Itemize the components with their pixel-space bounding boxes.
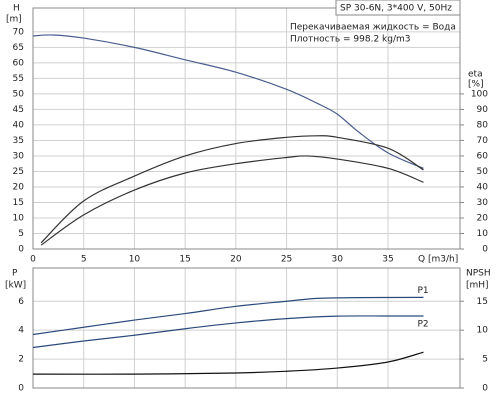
x-tick-label: 30 [332, 255, 344, 265]
y2-tick-label: 30 [477, 198, 489, 208]
x-tick-label: 20 [230, 255, 242, 265]
y-tick-label: 20 [13, 182, 25, 192]
x-unit: [m3/h] [428, 255, 458, 265]
y-tick-label: 65 [13, 43, 24, 53]
y-tick-label: 0 [18, 245, 24, 255]
y-tick-label: 2 [18, 355, 24, 365]
y-tick-label: 40 [13, 120, 25, 130]
y-tick-label: 0 [18, 384, 24, 394]
y2-tick-label: 40 [477, 182, 489, 192]
plot-frame [32, 267, 461, 389]
x-tick-label: 10 [129, 255, 141, 265]
curve [32, 34, 424, 169]
x-tick-label: 0 [30, 255, 36, 265]
x-label: Q [418, 255, 425, 265]
x-tick-label: 35 [382, 255, 393, 265]
y-tick-label: 50 [13, 89, 25, 99]
series-label: P1 [417, 286, 428, 296]
plot-frame [32, 7, 461, 250]
note: Перекачиваемая жидкость = Вода [290, 23, 456, 33]
y2-tick-label: 10 [477, 326, 489, 336]
y-tick-label: 25 [13, 167, 24, 177]
y-tick-label: 35 [13, 136, 24, 146]
title-box [335, 0, 461, 16]
y2-tick-label: 0 [482, 245, 488, 255]
y2-tick-label: 20 [477, 213, 489, 223]
y2-tick-label: 60 [477, 151, 489, 161]
y-tick-label: 4 [18, 326, 24, 336]
curve [32, 351, 424, 375]
curve [40, 155, 424, 246]
y-unit: [m] [6, 15, 22, 25]
y2-tick-label: 5 [482, 355, 488, 365]
y2-tick-label: 70 [477, 136, 489, 146]
y2-tick-label: 80 [477, 120, 489, 130]
y-label: H [13, 4, 20, 14]
x-tick-label: 25 [281, 255, 292, 265]
curve [40, 135, 424, 244]
y2-unit: [mH] [466, 281, 489, 291]
y2-tick-label: 50 [477, 167, 489, 177]
y2-tick-label: 100 [471, 89, 488, 99]
curve [32, 315, 424, 349]
y-tick-label: 6 [18, 297, 24, 307]
x-tick-label: 5 [81, 255, 87, 265]
y-tick-label: 55 [13, 74, 24, 84]
y2-tick-label: 0 [482, 384, 488, 394]
y2-label: eta [468, 70, 483, 80]
y-tick-label: 60 [13, 58, 25, 68]
y2-tick-label: 90 [477, 105, 489, 115]
y-tick-label: 70 [13, 27, 25, 37]
y-tick-label: 5 [18, 229, 24, 239]
y-tick-label: 10 [13, 213, 25, 223]
y2-unit: [%] [468, 80, 484, 90]
y2-tick-label: 15 [477, 297, 488, 307]
y-tick-label: 30 [13, 151, 25, 161]
y-unit: [kW] [5, 281, 26, 291]
y-label: P [12, 269, 18, 279]
y2-label: NPSH [466, 269, 491, 279]
y2-tick-label: 10 [477, 229, 489, 239]
note: Плотность = 998.2 kg/m3 [290, 35, 411, 45]
series-label: P2 [417, 320, 428, 330]
curve [32, 296, 424, 336]
x-tick-label: 15 [179, 255, 190, 265]
y-tick-label: 45 [13, 105, 24, 115]
chart-title: SP 30-6N, 3*400 V, 50Hz [340, 4, 452, 14]
y-tick-label: 15 [13, 198, 24, 208]
